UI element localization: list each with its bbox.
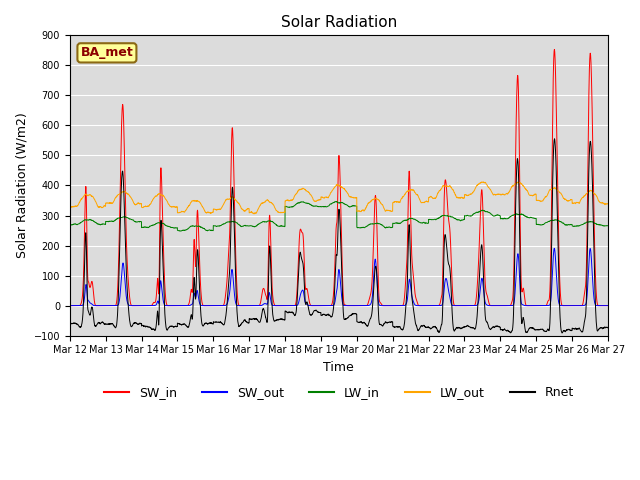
Rnet: [319, 312, 326, 318]
SW_out: [319, 303, 326, 309]
LW_in: [460, 217, 467, 223]
Rnet: [550, 136, 558, 142]
Y-axis label: Solar Radiation (W/m2): Solar Radiation (W/m2): [15, 113, 28, 258]
SW_in: [490, 303, 498, 309]
Rnet: [66, 321, 74, 326]
SW_in: [550, 47, 558, 52]
LW_out: [480, 179, 488, 185]
SW_in: [319, 303, 326, 309]
LW_in: [604, 223, 612, 228]
LW_out: [250, 211, 258, 217]
Line: SW_in: SW_in: [70, 49, 608, 306]
LW_out: [66, 204, 74, 210]
Rnet: [429, 324, 437, 330]
SW_out: [604, 303, 611, 309]
LW_out: [490, 192, 498, 197]
LW_out: [604, 201, 612, 206]
SW_in: [604, 303, 612, 309]
SW_out: [550, 245, 558, 251]
SW_in: [163, 301, 170, 307]
LW_in: [430, 216, 438, 222]
Rnet: [460, 324, 467, 330]
SW_out: [604, 303, 612, 309]
LW_in: [333, 199, 340, 204]
LW_out: [319, 194, 326, 200]
Rnet: [604, 325, 611, 331]
Line: Rnet: Rnet: [70, 139, 608, 333]
SW_out: [163, 303, 170, 309]
LW_out: [163, 197, 170, 203]
Line: LW_out: LW_out: [70, 182, 608, 214]
Line: SW_out: SW_out: [70, 248, 608, 306]
Text: BA_met: BA_met: [81, 47, 133, 60]
LW_in: [163, 223, 170, 228]
Rnet: [163, 326, 170, 332]
Rnet: [558, 330, 566, 336]
SW_in: [460, 303, 467, 309]
LW_out: [460, 195, 467, 201]
LW_out: [604, 201, 611, 206]
SW_in: [604, 303, 611, 309]
LW_in: [490, 213, 498, 219]
SW_out: [429, 303, 437, 309]
SW_in: [66, 303, 74, 309]
Legend: SW_in, SW_out, LW_in, LW_out, Rnet: SW_in, SW_out, LW_in, LW_out, Rnet: [99, 382, 579, 405]
LW_out: [430, 196, 438, 202]
LW_in: [319, 204, 326, 209]
SW_in: [429, 303, 437, 309]
X-axis label: Time: Time: [323, 361, 354, 374]
SW_out: [460, 303, 467, 309]
Rnet: [604, 325, 612, 331]
LW_in: [177, 228, 185, 234]
LW_in: [66, 222, 74, 228]
Title: Solar Radiation: Solar Radiation: [281, 15, 397, 30]
LW_in: [604, 223, 611, 228]
Rnet: [490, 324, 498, 330]
SW_out: [490, 303, 498, 309]
SW_out: [66, 303, 74, 309]
Line: LW_in: LW_in: [70, 202, 608, 231]
